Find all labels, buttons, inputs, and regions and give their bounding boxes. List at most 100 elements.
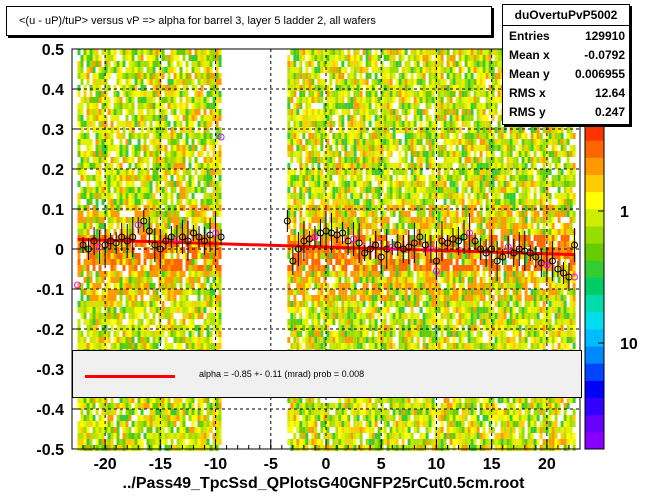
heatmap-cell [128, 139, 132, 145]
heatmap-cell [329, 223, 333, 229]
heatmap-cell [128, 259, 132, 265]
heatmap-cell [341, 97, 345, 103]
heatmap-cell [107, 217, 111, 223]
heatmap-cell [287, 103, 291, 109]
heatmap-cell [194, 157, 198, 163]
heatmap-cell [110, 433, 114, 439]
heatmap-cell [293, 217, 297, 223]
heatmap-cell [407, 79, 411, 85]
heatmap-cell [425, 49, 429, 55]
heatmap-cell [344, 253, 348, 259]
heatmap-cell [350, 253, 354, 259]
heatmap-cell [305, 409, 309, 415]
heatmap-cell [359, 139, 363, 145]
heatmap-cell [161, 121, 165, 127]
heatmap-cell [200, 325, 204, 331]
heatmap-cell [152, 301, 156, 307]
heatmap-cell [314, 439, 318, 445]
heatmap-cell [86, 103, 90, 109]
heatmap-cell [494, 85, 498, 91]
heatmap-cell [149, 265, 153, 271]
heatmap-cell [449, 121, 453, 127]
heatmap-cell [359, 127, 363, 133]
heatmap-cell [161, 157, 165, 163]
heatmap-cell [401, 121, 405, 127]
heatmap-cell [206, 247, 210, 253]
heatmap-cell [311, 49, 315, 55]
heatmap-cell [533, 139, 537, 145]
heatmap-cell [209, 61, 213, 67]
heatmap-cell [104, 295, 108, 301]
heatmap-cell [188, 439, 192, 445]
heatmap-cell [110, 403, 114, 409]
heatmap-cell [164, 109, 168, 115]
heatmap-cell [170, 229, 174, 235]
heatmap-cell [119, 175, 123, 181]
heatmap-cell [347, 103, 351, 109]
heatmap-cell [356, 109, 360, 115]
heatmap-cell [443, 121, 447, 127]
heatmap-cell [206, 271, 210, 277]
heatmap-cell [326, 181, 330, 187]
heatmap-cell [332, 313, 336, 319]
heatmap-cell [329, 61, 333, 67]
heatmap-cell [131, 289, 135, 295]
heatmap-cell [299, 289, 303, 295]
heatmap-cell [491, 115, 495, 121]
heatmap-cell [344, 55, 348, 61]
heatmap-cell [422, 49, 426, 55]
heatmap-cell [101, 181, 105, 187]
heatmap-cell [386, 127, 390, 133]
heatmap-cell [344, 283, 348, 289]
heatmap-cell [308, 61, 312, 67]
heatmap-cell [179, 439, 183, 445]
heatmap-cell [287, 205, 291, 211]
heatmap-cell [101, 145, 105, 151]
heatmap-cell [209, 403, 213, 409]
heatmap-cell [296, 115, 300, 121]
heatmap-cell [293, 445, 297, 451]
heatmap-cell [341, 181, 345, 187]
heatmap-cell [167, 331, 171, 337]
heatmap-cell [116, 313, 120, 319]
heatmap-cell [311, 55, 315, 61]
heatmap-cell [104, 181, 108, 187]
heatmap-cell [110, 247, 114, 253]
heatmap-cell [308, 49, 312, 55]
heatmap-cell [164, 163, 168, 169]
heatmap-cell [443, 103, 447, 109]
heatmap-cell [344, 133, 348, 139]
heatmap-cell [341, 421, 345, 427]
heatmap-cell [182, 247, 186, 253]
heatmap-cell [101, 415, 105, 421]
heatmap-cell [467, 139, 471, 145]
heatmap-cell [440, 115, 444, 121]
heatmap-cell [149, 439, 153, 445]
heatmap-cell [107, 163, 111, 169]
heatmap-cell [197, 73, 201, 79]
heatmap-cell [338, 121, 342, 127]
heatmap-cell [152, 193, 156, 199]
heatmap-cell [215, 397, 219, 403]
heatmap-cell [98, 67, 102, 73]
heatmap-cell [161, 271, 165, 277]
heatmap-cell [308, 271, 312, 277]
heatmap-cell [200, 145, 204, 151]
heatmap-cell [329, 253, 333, 259]
heatmap-cell [185, 295, 189, 301]
heatmap-cell [212, 313, 216, 319]
heatmap-cell [191, 151, 195, 157]
heatmap-cell [149, 61, 153, 67]
heatmap-cell [176, 229, 180, 235]
heatmap-cell [497, 61, 501, 67]
heatmap-cell [125, 325, 129, 331]
heatmap-cell [356, 121, 360, 127]
heatmap-cell [203, 193, 207, 199]
heatmap-cell [179, 415, 183, 421]
heatmap-cell [326, 229, 330, 235]
heatmap-cell [212, 205, 216, 211]
heatmap-cell [218, 163, 222, 169]
heatmap-cell [317, 283, 321, 289]
heatmap-cell [452, 115, 456, 121]
heatmap-cell [461, 85, 465, 91]
